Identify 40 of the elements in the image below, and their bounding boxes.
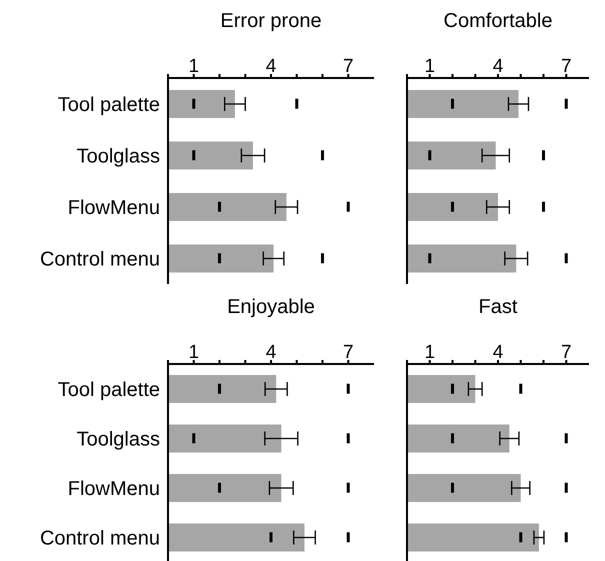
bar — [168, 193, 286, 221]
bar — [168, 524, 304, 552]
bar — [168, 375, 276, 403]
x-tick-label: 7 — [560, 342, 572, 363]
x-tick-label: 4 — [492, 342, 504, 363]
x-tick-label: 1 — [188, 342, 200, 363]
bar — [407, 193, 498, 221]
bar — [407, 474, 521, 502]
chart-title: Comfortable — [442, 10, 554, 33]
bar — [168, 474, 282, 502]
y-tick-label: Tool palette — [58, 94, 160, 116]
x-tick-label: 7 — [342, 342, 354, 363]
bar — [407, 524, 539, 552]
x-tick-label: 4 — [492, 56, 504, 77]
bar — [407, 244, 516, 272]
bar — [407, 90, 518, 118]
chart-title: Fast — [478, 296, 518, 319]
bar — [168, 424, 282, 452]
chart-title: Enjoyable — [226, 296, 316, 319]
y-tick-label: Control menu — [40, 527, 160, 550]
x-tick-label: 1 — [424, 56, 436, 77]
y-tick-label: Toolglass — [76, 145, 160, 168]
y-tick-label: Toolglass — [76, 428, 160, 450]
x-tick-label: 4 — [266, 342, 277, 363]
x-tick-label: 7 — [560, 56, 572, 77]
bar — [407, 142, 496, 170]
bar — [168, 244, 274, 272]
x-tick-label: 7 — [342, 56, 354, 77]
y-tick-label: FlowMenu — [68, 196, 160, 219]
y-tick-label: FlowMenu — [68, 478, 160, 500]
x-tick-label: 1 — [424, 342, 436, 363]
bar — [407, 375, 476, 403]
bar — [168, 90, 235, 118]
x-tick-label: 1 — [188, 56, 200, 77]
x-tick-label: 4 — [266, 56, 277, 77]
y-tick-label: Control menu — [40, 248, 160, 270]
bar — [407, 424, 510, 452]
y-tick-label: Tool palette — [58, 378, 160, 401]
chart-title: Error prone — [219, 10, 323, 33]
bar — [168, 142, 253, 170]
